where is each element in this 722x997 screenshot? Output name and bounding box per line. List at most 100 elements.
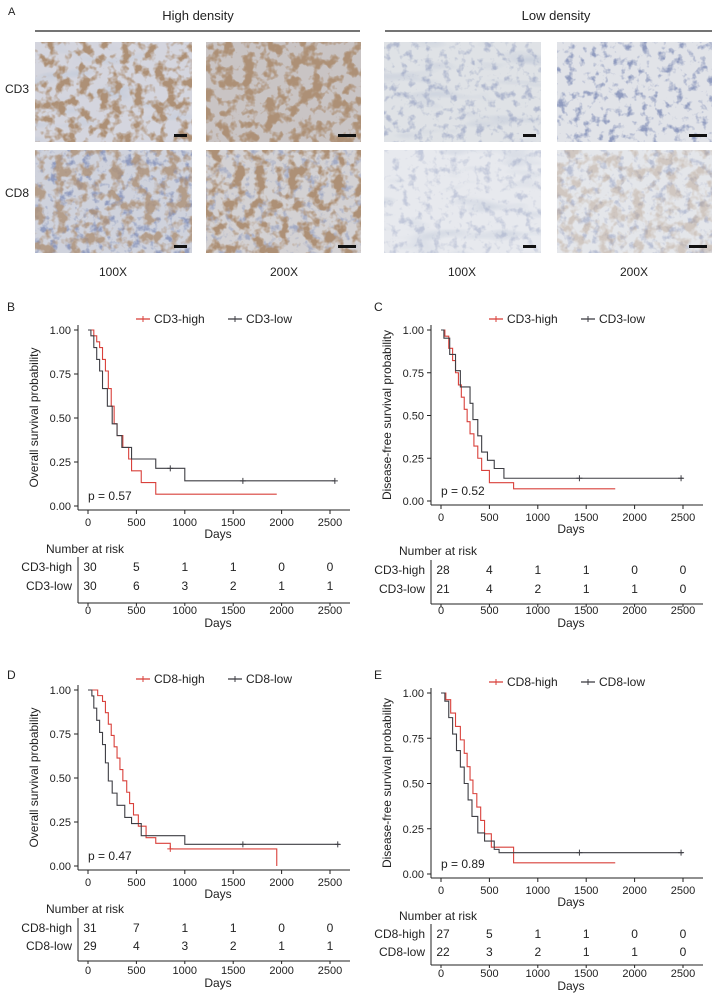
censor-mark [576, 475, 583, 482]
x-tick-label: 500 [480, 885, 498, 897]
y-axis-label: Disease-free survival probability [380, 698, 394, 868]
risk-value: 1 [631, 945, 638, 959]
censor-mark [239, 477, 246, 484]
x-tick-label: 500 [127, 877, 145, 889]
risk-x-tick-label: 0 [85, 605, 91, 617]
x-tick-label: 1000 [173, 517, 197, 529]
censor-mark [334, 841, 341, 848]
legend-entry: CD8-low [599, 675, 645, 689]
risk-x-tick-label: 1000 [173, 605, 197, 617]
x-tick-label: 0 [438, 885, 444, 897]
x-tick-label: 1000 [526, 512, 550, 524]
risk-value: 0 [680, 563, 687, 577]
p-value: p = 0.47 [88, 849, 132, 863]
risk-value: 0 [680, 582, 687, 596]
risk-value: 4 [486, 563, 493, 577]
legend-marker [585, 316, 591, 322]
legend-marker [493, 679, 499, 685]
risk-value: 30 [83, 560, 97, 574]
y-tick-label: 0.25 [403, 824, 424, 836]
risk-x-axis-label: Days [557, 979, 584, 993]
micrograph-cd3-low-100x [384, 42, 541, 142]
x-tick-label: 500 [480, 512, 498, 524]
censor-mark [331, 477, 338, 484]
km-panel-c: C0.000.250.500.751.000 500 1000 1500 2000 250… [374, 300, 703, 630]
risk-value: 29 [83, 939, 97, 953]
legend-entry: CD8-high [154, 672, 205, 686]
risk-row-label: CD8-low [26, 939, 72, 953]
risk-value: 1 [583, 945, 590, 959]
km-panels: B0.000.250.500.751.000 500 1000 1500 2000 250… [7, 300, 703, 993]
y-tick-label: 1.00 [403, 688, 424, 700]
risk-value: 0 [680, 945, 687, 959]
legend-marker [232, 316, 238, 322]
low-density-title: Low density [522, 8, 591, 23]
risk-value: 22 [436, 945, 450, 959]
risk-value: 4 [486, 582, 493, 596]
x-tick-label: 1500 [221, 517, 245, 529]
legend-entry: CD3-low [599, 312, 645, 326]
x-tick-label: 2500 [671, 885, 695, 897]
risk-value: 1 [278, 579, 285, 593]
y-tick-label: 0.00 [50, 501, 71, 513]
x-tick-label: 2500 [318, 517, 342, 529]
risk-table-title: Number at risk [399, 909, 478, 923]
col-label-high-200x: 200X [270, 265, 298, 279]
risk-value: 31 [83, 921, 97, 935]
risk-value: 27 [436, 927, 450, 941]
risk-x-tick-label: 500 [480, 968, 498, 980]
risk-value: 0 [278, 560, 285, 574]
risk-row-label: CD3-high [374, 563, 425, 577]
risk-x-tick-label: 0 [438, 968, 444, 980]
risk-x-tick-label: 1500 [574, 968, 598, 980]
risk-value: 1 [583, 582, 590, 596]
risk-value: 5 [486, 927, 493, 941]
x-tick-label: 2000 [622, 885, 646, 897]
y-tick-label: 0.00 [50, 861, 71, 873]
x-tick-label: 1000 [526, 885, 550, 897]
risk-value: 0 [327, 560, 334, 574]
risk-x-tick-label: 0 [438, 605, 444, 617]
km-curve-cd3-low [88, 329, 335, 482]
y-tick-label: 0.75 [403, 733, 424, 745]
legend-marker [232, 676, 238, 682]
censor-mark [239, 841, 246, 848]
p-value: p = 0.89 [441, 857, 485, 871]
x-tick-label: 2000 [622, 512, 646, 524]
y-tick-label: 0.25 [50, 817, 71, 829]
risk-value: 3 [486, 945, 493, 959]
high-density-title: High density [162, 8, 234, 23]
risk-value: 0 [327, 921, 334, 935]
risk-value: 1 [278, 939, 285, 953]
risk-value: 21 [436, 582, 450, 596]
risk-x-tick-label: 1000 [526, 605, 550, 617]
censor-mark [678, 849, 685, 856]
panel-a-letter: A [8, 6, 16, 18]
panel-e-letter: E [374, 668, 382, 682]
risk-value: 28 [436, 563, 450, 577]
row-label-cd8: CD8 [5, 186, 29, 200]
risk-row-label: CD3-high [21, 560, 72, 574]
risk-value: 2 [230, 579, 237, 593]
risk-x-tick-label: 1000 [526, 968, 550, 980]
km-panel-e: E0.000.250.500.751.000 500 1000 1500 2000 250… [374, 668, 703, 993]
y-tick-label: 0.75 [403, 368, 424, 380]
risk-value: 1 [583, 563, 590, 577]
risk-row-label: CD3-low [379, 582, 425, 596]
km-curve-cd3-low [441, 329, 683, 479]
col-label-high-100x: 100X [99, 265, 127, 279]
panel-d-letter: D [7, 668, 16, 682]
y-tick-label: 1.00 [403, 325, 424, 337]
col-label-low-200x: 200X [620, 265, 648, 279]
x-tick-label: 1500 [574, 512, 598, 524]
km-curve-cd8-low [441, 692, 683, 854]
risk-x-tick-label: 500 [480, 605, 498, 617]
km-panel-b: B0.000.250.500.751.000 500 1000 1500 2000 250… [7, 300, 350, 630]
y-tick-label: 0.00 [403, 496, 424, 508]
y-axis-label: Disease-free survival probability [380, 330, 394, 500]
p-value: p = 0.52 [441, 484, 485, 498]
legend-marker [140, 316, 146, 322]
risk-value: 1 [327, 939, 334, 953]
x-tick-label: 0 [85, 517, 91, 529]
y-tick-label: 0.25 [403, 453, 424, 465]
